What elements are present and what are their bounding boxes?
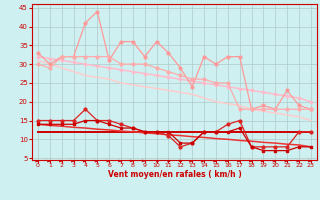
X-axis label: Vent moyen/en rafales ( km/h ): Vent moyen/en rafales ( km/h ) — [108, 170, 241, 179]
